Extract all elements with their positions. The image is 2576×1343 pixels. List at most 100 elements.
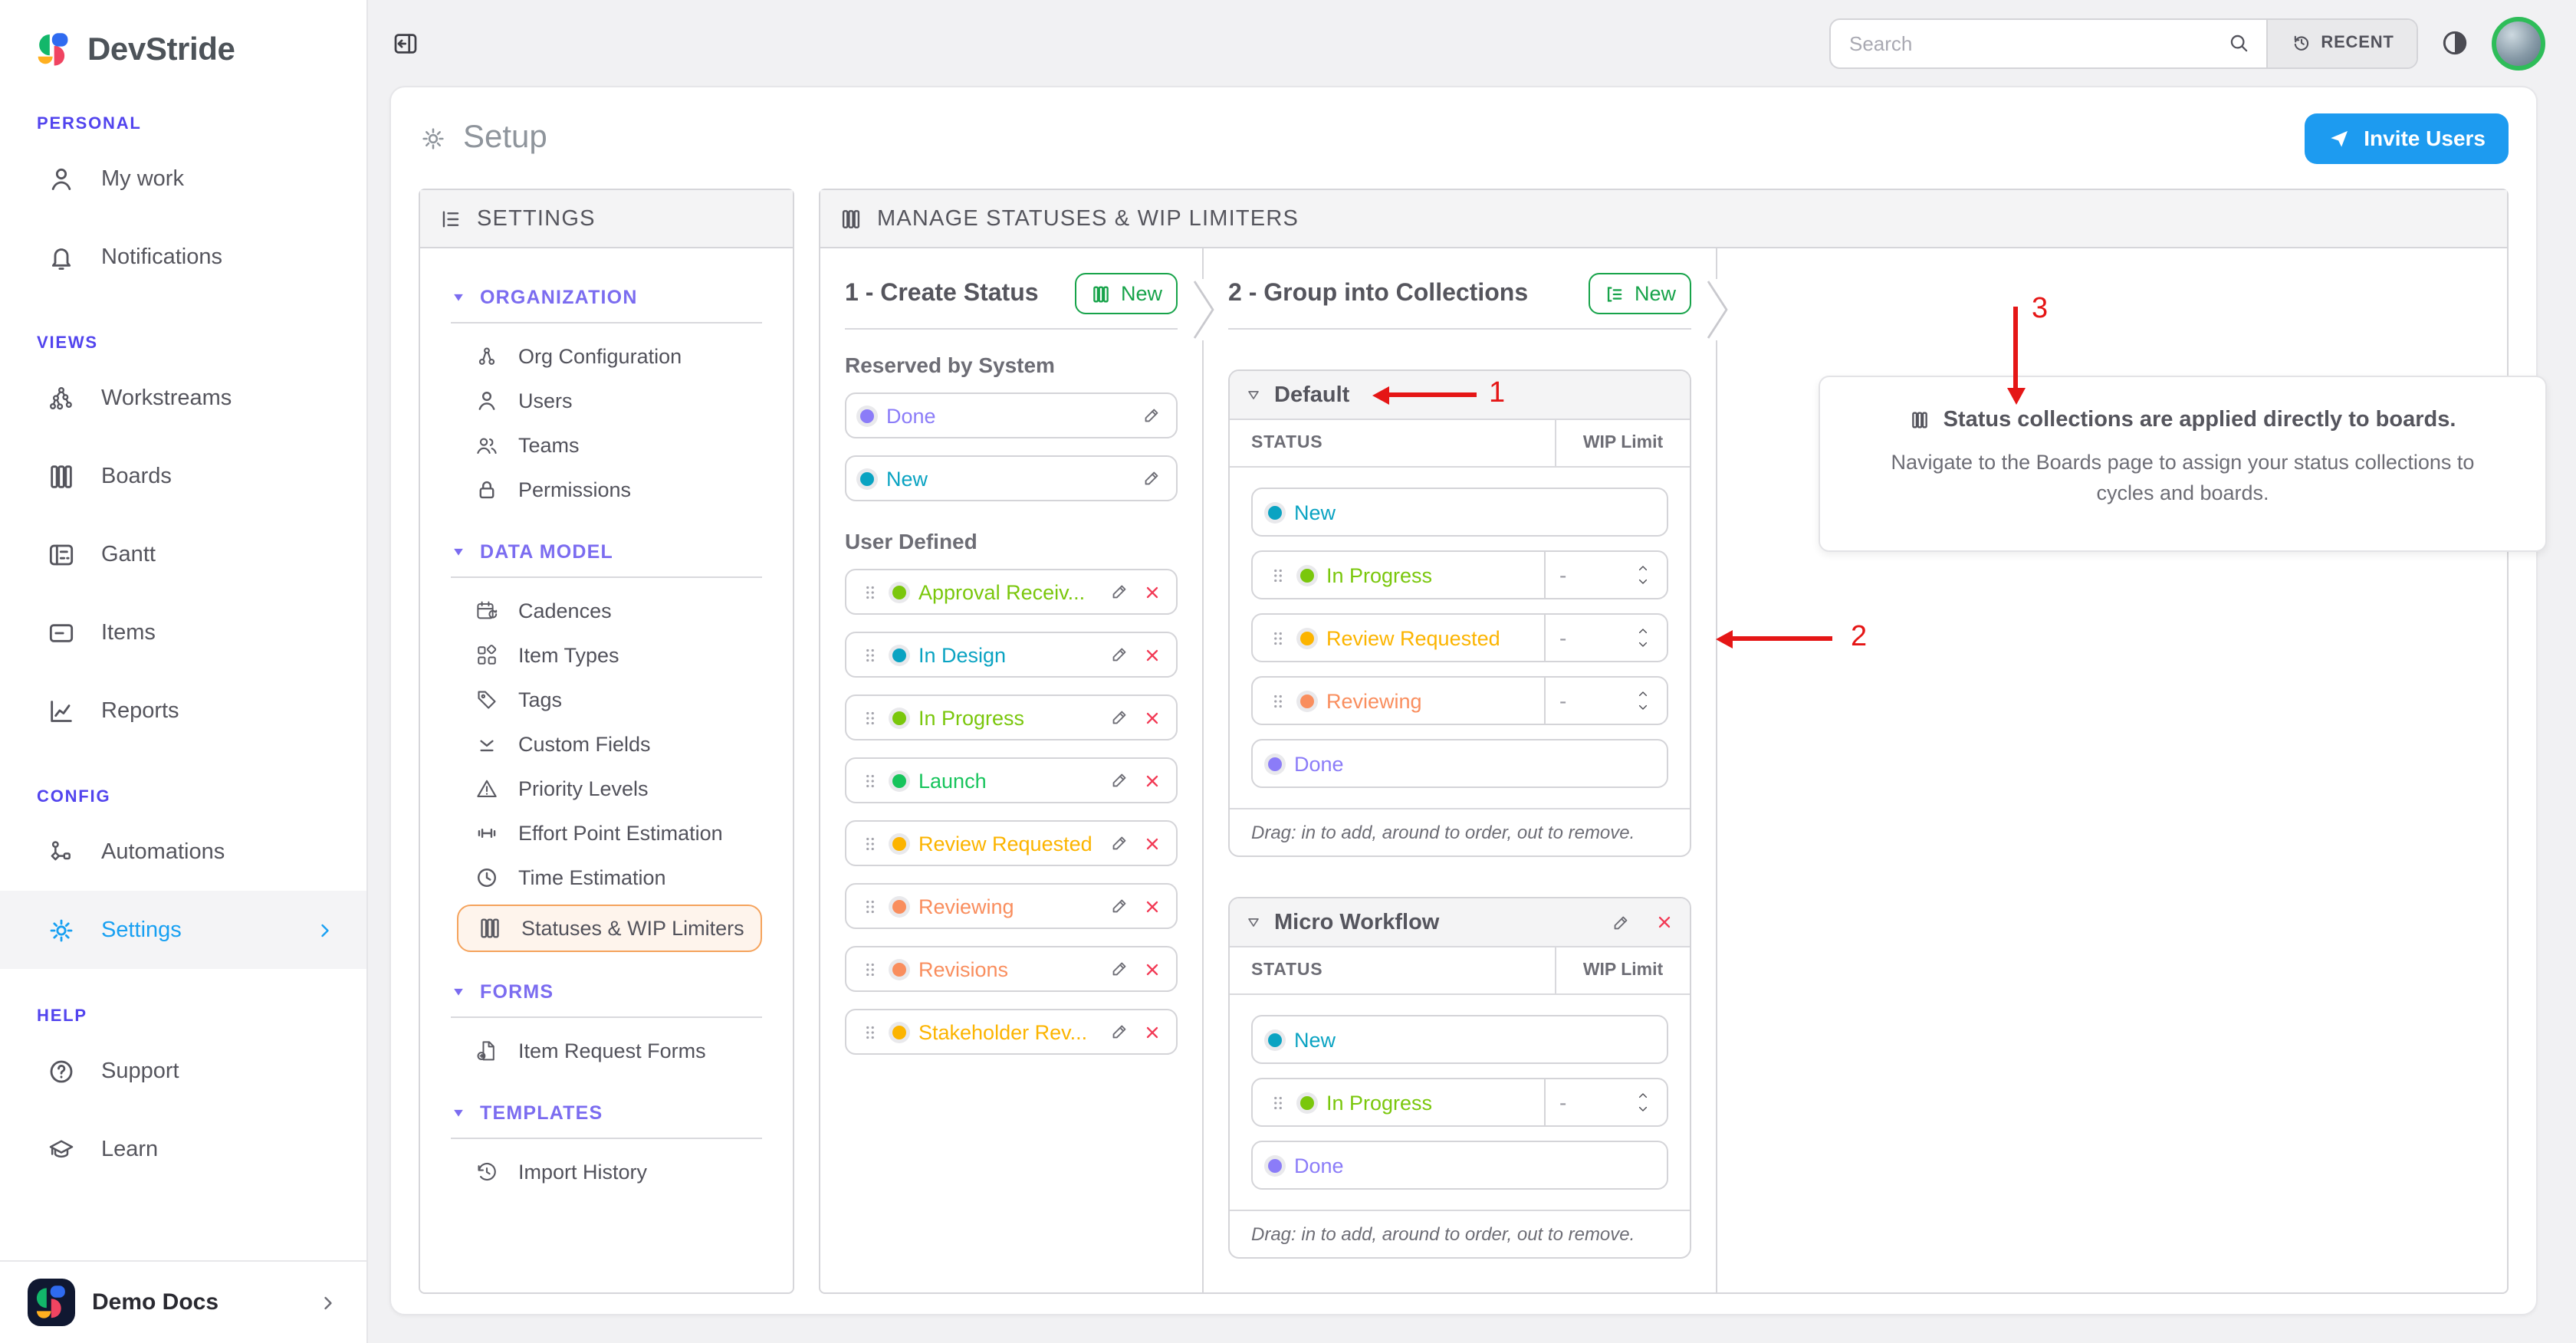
delete-x-icon[interactable]: [1142, 1022, 1162, 1042]
sidebar-item-support[interactable]: Support: [0, 1032, 366, 1110]
collection-row-reviewing[interactable]: Reviewing -: [1251, 676, 1668, 725]
collection-row-in-progress[interactable]: In Progress -: [1251, 1078, 1668, 1127]
wip-stepper[interactable]: [1633, 563, 1653, 587]
edit-pencil-icon[interactable]: [1109, 832, 1130, 854]
status-pill-in-progress[interactable]: In Progress: [845, 694, 1178, 740]
delete-x-icon[interactable]: [1142, 770, 1162, 790]
sidebar-footer-demo-docs[interactable]: Demo Docs: [0, 1260, 366, 1343]
settings-group-label-forms[interactable]: FORMS: [451, 981, 762, 1003]
status-pill-done[interactable]: Done: [845, 392, 1178, 438]
settings-nav-item-time-estimation[interactable]: Time Estimation: [451, 855, 762, 900]
invite-users-button[interactable]: Invite Users: [2304, 113, 2509, 163]
collection-row-new[interactable]: New: [1251, 1015, 1668, 1064]
status-pill-in-design[interactable]: In Design: [845, 632, 1178, 678]
settings-group-label-organization[interactable]: ORGANIZATION: [451, 287, 762, 308]
delete-x-icon[interactable]: [1142, 959, 1162, 979]
edit-pencil-icon[interactable]: [1109, 1021, 1130, 1043]
stepper-down-icon[interactable]: [1633, 702, 1653, 713]
sidebar-item-my-work[interactable]: My work: [0, 140, 366, 218]
stepper-down-icon[interactable]: [1633, 639, 1653, 650]
wip-stepper[interactable]: [1633, 1090, 1653, 1115]
sidebar-item-workstreams[interactable]: Workstreams: [0, 359, 366, 437]
delete-x-icon[interactable]: [1142, 708, 1162, 727]
theme-contrast-icon[interactable]: [2440, 28, 2470, 58]
sidebar-item-notifications[interactable]: Notifications: [0, 218, 366, 296]
settings-group-label-data-model[interactable]: DATA MODEL: [451, 541, 762, 563]
settings-nav-item-users[interactable]: Users: [451, 379, 762, 423]
wip-limit-cell[interactable]: -: [1544, 552, 1667, 598]
settings-nav-item-cadences[interactable]: Cadences: [451, 589, 762, 633]
settings-nav-item-priority-levels[interactable]: Priority Levels: [451, 767, 762, 811]
collection-header-micro-workflow[interactable]: Micro Workflow: [1230, 898, 1690, 947]
status-pill-reviewing[interactable]: Reviewing: [845, 883, 1178, 929]
stepper-up-icon[interactable]: [1633, 688, 1653, 699]
settings-nav-item-effort-point-estimation[interactable]: Effort Point Estimation: [451, 811, 762, 855]
settings-nav-item-item-types[interactable]: Item Types: [451, 633, 762, 678]
settings-nav-item-org-configuration[interactable]: Org Configuration: [451, 334, 762, 379]
wip-limit-cell[interactable]: -: [1544, 678, 1667, 724]
sidebar-item-learn[interactable]: Learn: [0, 1110, 366, 1188]
sidebar-item-settings[interactable]: Settings: [0, 891, 366, 969]
collection-row-status: Reviewing: [1253, 678, 1544, 724]
collection-row-done[interactable]: Done: [1251, 739, 1668, 788]
stepper-up-icon[interactable]: [1633, 563, 1653, 573]
status-pill-approval-receiv[interactable]: Approval Receiv...: [845, 569, 1178, 615]
delete-x-icon[interactable]: [1142, 833, 1162, 853]
gear-icon: [419, 123, 448, 153]
stepper-down-icon[interactable]: [1633, 1104, 1653, 1115]
wip-stepper[interactable]: [1633, 688, 1653, 713]
edit-pencil-icon[interactable]: [1109, 707, 1130, 728]
collection-row-new[interactable]: New: [1251, 488, 1668, 537]
delete-x-icon[interactable]: [1142, 582, 1162, 602]
status-pill-review-requested[interactable]: Review Requested: [845, 820, 1178, 866]
edit-pencil-icon[interactable]: [1109, 644, 1130, 665]
collapse-sidebar-icon[interactable]: [391, 28, 420, 57]
stepper-up-icon[interactable]: [1633, 1090, 1653, 1101]
new-status-button[interactable]: New: [1074, 273, 1178, 314]
annotation-number-2: 2: [1851, 621, 1868, 653]
wip-stepper[interactable]: [1633, 626, 1653, 650]
settings-nav-item-statuses-wip-limiters[interactable]: Statuses & WIP Limiters: [457, 905, 762, 952]
edit-pencil-icon[interactable]: [1109, 581, 1130, 603]
stepper-down-icon[interactable]: [1633, 576, 1653, 587]
customfields-icon: [474, 731, 500, 757]
edit-pencil-icon[interactable]: [1141, 468, 1162, 489]
settings-nav-item-tags[interactable]: Tags: [451, 678, 762, 722]
wip-limit-cell[interactable]: -: [1544, 1079, 1667, 1125]
search-input[interactable]: [1831, 19, 2226, 67]
collection-row-review-requested[interactable]: Review Requested -: [1251, 613, 1668, 662]
status-pill-revisions[interactable]: Revisions: [845, 946, 1178, 992]
settings-group-label-templates[interactable]: TEMPLATES: [451, 1102, 762, 1124]
itemtypes-icon: [474, 642, 500, 668]
sidebar-item-gantt[interactable]: Gantt: [0, 515, 366, 593]
settings-nav-title: SETTINGS: [477, 206, 596, 231]
edit-pencil-icon[interactable]: [1109, 895, 1130, 917]
edit-pencil-icon[interactable]: [1610, 911, 1631, 933]
status-pill-new[interactable]: New: [845, 455, 1178, 501]
delete-x-icon[interactable]: [1654, 912, 1674, 932]
sidebar-item-reports[interactable]: Reports: [0, 672, 366, 750]
edit-pencil-icon[interactable]: [1109, 958, 1130, 980]
delete-x-icon[interactable]: [1142, 645, 1162, 665]
settings-nav-item-permissions[interactable]: Permissions: [451, 468, 762, 512]
new-collection-button[interactable]: New: [1588, 273, 1691, 314]
stepper-up-icon[interactable]: [1633, 626, 1653, 636]
sidebar-item-boards[interactable]: Boards: [0, 437, 366, 515]
settings-nav-item-import-history[interactable]: Import History: [451, 1150, 762, 1194]
settings-nav-item-item-request-forms[interactable]: Item Request Forms: [451, 1029, 762, 1073]
collection-row-in-progress[interactable]: In Progress -: [1251, 550, 1668, 599]
status-pill-launch[interactable]: Launch: [845, 757, 1178, 803]
settings-nav-item-teams[interactable]: Teams: [451, 423, 762, 468]
user-avatar[interactable]: [2492, 16, 2545, 70]
settings-nav-item-custom-fields[interactable]: Custom Fields: [451, 722, 762, 767]
status-pill-stakeholder-rev[interactable]: Stakeholder Rev...: [845, 1009, 1178, 1055]
recent-button[interactable]: RECENT: [2266, 19, 2417, 67]
delete-x-icon[interactable]: [1142, 896, 1162, 916]
sidebar-item-items[interactable]: Items: [0, 593, 366, 672]
edit-pencil-icon[interactable]: [1141, 405, 1162, 426]
sidebar-item-automations[interactable]: Automations: [0, 813, 366, 891]
wip-limit-cell[interactable]: -: [1544, 615, 1667, 661]
collection-row-done[interactable]: Done: [1251, 1141, 1668, 1190]
edit-pencil-icon[interactable]: [1109, 770, 1130, 791]
brand[interactable]: DevStride: [0, 0, 366, 71]
